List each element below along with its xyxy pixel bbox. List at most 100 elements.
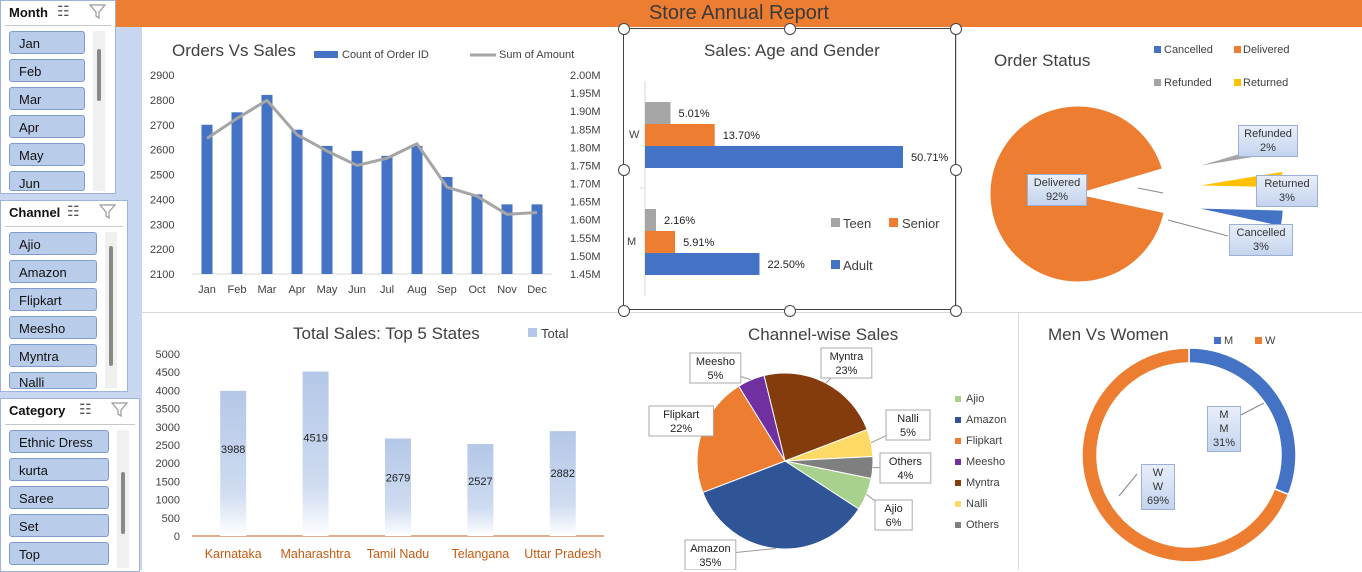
y-tick-left: 2200 (150, 244, 174, 256)
y-tick: 0 (174, 531, 180, 543)
leader-line (1168, 220, 1228, 236)
slicer-item-kurta[interactable]: kurta (9, 458, 109, 481)
y-tick: 3000 (156, 422, 180, 434)
bar-jan (202, 125, 213, 274)
slicer-item-feb[interactable]: Feb (9, 59, 85, 82)
y-tick: 1000 (156, 495, 180, 507)
month-slicer[interactable]: Month ☷ Jan Feb Mar Apr May Jun (0, 0, 116, 194)
resize-handle-top-left[interactable] (618, 23, 630, 35)
slicer-divider (5, 226, 123, 227)
chart-selection-frame[interactable] (623, 28, 956, 310)
leader-line (1138, 188, 1163, 193)
legend-swatch-returned (1234, 79, 1241, 86)
multi-select-icon[interactable]: ☷ (79, 401, 92, 418)
multi-select-icon[interactable]: ☷ (67, 203, 80, 220)
slicer-item-jun[interactable]: Jun (9, 171, 85, 191)
x-tick-jun: Jun (348, 284, 366, 296)
data-label-maharashtra: 4519 (303, 432, 327, 444)
x-tick-feb: Feb (228, 284, 247, 296)
y-tick: 2000 (156, 458, 180, 470)
x-tick-maharashtra: Maharashtra (281, 547, 351, 561)
x-tick-jul: Jul (380, 284, 394, 296)
resize-handle-left[interactable] (618, 164, 630, 176)
x-tick-jan: Jan (198, 284, 216, 296)
y-tick-left: 2300 (150, 219, 174, 231)
legend-swatch-flipkart (955, 438, 961, 444)
bar-sep (442, 177, 453, 274)
x-tick-oct: Oct (468, 284, 485, 296)
data-label-value-ajio: 6% (886, 517, 902, 529)
slicer-scrollbar[interactable] (117, 430, 129, 568)
slicer-item-may[interactable]: May (9, 143, 85, 166)
clear-filter-icon[interactable] (89, 3, 107, 24)
slicer-scrollbar[interactable] (105, 232, 117, 388)
slicer-item-top[interactable]: Top (9, 542, 109, 565)
slicer-item-flipkart[interactable]: Flipkart (9, 288, 97, 311)
data-label-name-amazon: Amazon (690, 543, 730, 555)
y-tick-right: 1.85M (570, 124, 601, 136)
data-label-value-flipkart: 22% (670, 423, 692, 435)
y-tick: 1500 (156, 476, 180, 488)
multi-select-icon[interactable]: ☷ (57, 3, 70, 20)
legend-label-w: W (1265, 335, 1276, 347)
y-tick: 3500 (156, 404, 180, 416)
legend-label-amazon: Amazon (966, 414, 1006, 426)
legend-swatch-m (1214, 337, 1221, 344)
legend-swatch-others (955, 522, 961, 528)
slicer-item-mar[interactable]: Mar (9, 87, 85, 110)
bar-oct (472, 194, 483, 274)
slicer-scrollbar[interactable] (93, 31, 105, 191)
x-tick-mar: Mar (258, 284, 277, 296)
y-tick-right: 1.75M (570, 160, 601, 172)
top-states-chart: Total 5000450040003500300025002000150010… (142, 312, 622, 570)
bar-karnataka (220, 391, 246, 536)
slicer-item-ajio[interactable]: Ajio (9, 232, 97, 255)
x-tick-apr: Apr (288, 284, 305, 296)
y-tick-left: 2900 (150, 70, 174, 82)
scrollbar-thumb[interactable] (109, 246, 113, 366)
y-tick-left: 2700 (150, 120, 174, 132)
y-tick: 5000 (156, 349, 180, 361)
legend-swatch-orders (314, 51, 338, 58)
bar-may (322, 146, 333, 274)
slicer-item-set[interactable]: Set (9, 514, 109, 537)
slicer-item-saree[interactable]: Saree (9, 486, 109, 509)
legend-label-nalli: Nalli (966, 498, 987, 510)
orders-vs-sales-chart: Count of Order ID Sum of Amount 29002800… (142, 28, 622, 310)
legend-label-m: M (1224, 335, 1233, 347)
legend-swatch-amazon (955, 417, 961, 423)
clear-filter-icon[interactable] (111, 401, 129, 422)
legend-label-myntra: Myntra (966, 477, 1001, 489)
slicer-item-nalli[interactable]: Nalli (9, 372, 97, 389)
resize-handle-top[interactable] (784, 23, 796, 35)
x-tick-nov: Nov (497, 284, 517, 296)
data-label-value-nalli: 5% (900, 427, 916, 439)
channel-sales-chart: AjioAmazonFlipkartMeeshoMyntraNalliOther… (623, 312, 1018, 570)
y-tick-left: 2600 (150, 145, 174, 157)
x-tick-tamil-nadu: Tamil Nadu (367, 547, 430, 561)
slicer-item-jan[interactable]: Jan (9, 31, 85, 54)
scrollbar-thumb[interactable] (97, 49, 101, 101)
scrollbar-thumb[interactable] (121, 472, 125, 534)
channel-slicer[interactable]: Channel ☷ Ajio Amazon Flipkart Meesho My… (0, 200, 128, 392)
y-tick: 2500 (156, 440, 180, 452)
slicer-item-apr[interactable]: Apr (9, 115, 85, 138)
slicer-item-ethnic-dress[interactable]: Ethnic Dress (9, 430, 109, 453)
slicer-item-meesho[interactable]: Meesho (9, 316, 97, 339)
slicer-item-amazon[interactable]: Amazon (9, 260, 97, 283)
clear-filter-icon[interactable] (99, 203, 117, 224)
data-label-telangana: 2527 (468, 476, 492, 488)
data-label-name-nalli: Nalli (897, 413, 918, 425)
category-slicer[interactable]: Category ☷ Ethnic Dress kurta Saree Set … (0, 398, 140, 572)
legend-label-ajio: Ajio (966, 393, 984, 405)
y-tick-left: 2500 (150, 170, 174, 182)
legend-swatch-w (1255, 337, 1262, 344)
legend-label-delivered: Delivered (1243, 44, 1289, 56)
legend-label-flipkart: Flipkart (966, 435, 1002, 447)
x-tick-uttar-pradesh: Uttar Pradesh (524, 547, 601, 561)
slicer-item-myntra[interactable]: Myntra (9, 344, 97, 367)
